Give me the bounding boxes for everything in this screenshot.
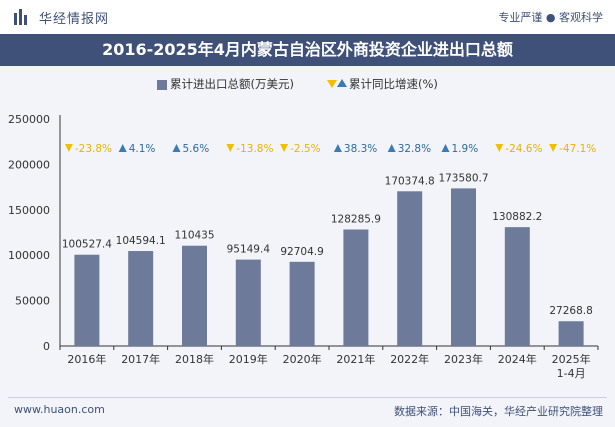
- x-tick-label: 2022年: [390, 352, 429, 366]
- site-name: 华经情报网: [39, 12, 110, 27]
- y-tick-label: 250000: [8, 113, 50, 126]
- bar-value-label: 130882.2: [492, 211, 542, 223]
- bar: [128, 251, 154, 346]
- growth-rate-label: -2.5%: [290, 143, 320, 155]
- growth-rate-label: -24.6%: [505, 143, 542, 155]
- growth-rate-label: 1.9%: [452, 143, 479, 155]
- top-bar: 华经情报网 专业严谨 ● 客观科学: [0, 0, 615, 34]
- bar: [504, 227, 530, 346]
- growth-down-triangle-icon: [549, 144, 558, 152]
- growth-up-triangle-icon: [441, 144, 450, 152]
- bar-value-label: 104594.1: [116, 235, 166, 247]
- x-tick-label: 2021年: [336, 352, 375, 366]
- bar-value-label: 128285.9: [331, 214, 381, 226]
- bar: [343, 229, 369, 346]
- growth-down-triangle-icon: [280, 144, 289, 152]
- bar-value-label: 27268.8: [549, 305, 592, 317]
- growth-rate-label: -47.1%: [559, 143, 596, 155]
- growth-up-triangle-icon: [387, 144, 396, 152]
- footer-source: 数据来源：中国海关，华经产业研究院整理: [394, 405, 603, 418]
- growth-rate-label: -23.8%: [75, 143, 112, 155]
- growth-up-triangle-icon: [118, 144, 127, 152]
- growth-rate-label: 4.1%: [129, 143, 156, 155]
- growth-down-triangle-icon: [495, 144, 504, 152]
- x-tick-label: 2023年: [444, 352, 483, 366]
- y-tick-label: 150000: [8, 204, 50, 217]
- footer-divider: [8, 397, 607, 398]
- growth-up-triangle-icon: [333, 144, 342, 152]
- title-bar: 2016-2025年4月内蒙古自治区外商投资企业进出口总额: [0, 34, 615, 66]
- growth-up-triangle-icon: [172, 144, 181, 152]
- bar: [182, 245, 207, 346]
- bar-value-label: 170374.8: [385, 175, 435, 187]
- growth-rate-label: -13.8%: [236, 143, 273, 155]
- bar-value-label: 173580.7: [438, 172, 488, 184]
- bar-value-label: 110435: [174, 230, 214, 242]
- y-tick-label: 100000: [8, 249, 50, 262]
- footer-url: www.huaon.com: [14, 403, 105, 416]
- legend-growth-label: 累计同比增速(%): [349, 77, 438, 91]
- chart-title: 2016-2025年4月内蒙古自治区外商投资企业进出口总额: [102, 40, 513, 59]
- bar: [235, 259, 261, 346]
- y-tick-label: 200000: [8, 158, 50, 171]
- bar: [451, 188, 476, 346]
- bar-value-label: 95149.4: [227, 244, 271, 256]
- x-tick-label: 2024年: [498, 352, 537, 366]
- tagline: 专业严谨 ● 客观科学: [498, 11, 603, 24]
- logo-icon: [14, 9, 27, 25]
- legend-down-triangle-icon: [327, 80, 337, 88]
- x-tick-label: 2025年 1-4月: [552, 352, 591, 380]
- x-tick-label: 2020年: [283, 352, 322, 366]
- bar-value-label: 100527.4: [62, 239, 112, 251]
- growth-rate-label: 5.6%: [183, 143, 210, 155]
- growth-rate-label: 38.3%: [344, 143, 377, 155]
- x-tick-label: 2016年: [67, 352, 106, 366]
- footer: www.huaon.com 数据来源：中国海关，华经产业研究院整理: [0, 397, 615, 427]
- x-tick-label: 2017年: [121, 352, 160, 366]
- growth-down-triangle-icon: [64, 144, 73, 152]
- bar: [558, 321, 584, 346]
- legend: 累计进出口总额(万美元) 累计同比增速(%): [0, 76, 615, 94]
- x-tick-label: 2018年: [175, 352, 214, 366]
- bar: [397, 191, 423, 346]
- bar-value-label: 92704.9: [280, 246, 323, 258]
- growth-down-triangle-icon: [226, 144, 235, 152]
- legend-bar-label: 累计进出口总额(万美元): [170, 77, 294, 91]
- bar: [289, 261, 315, 346]
- x-tick-label: 2019年: [229, 352, 268, 366]
- legend-up-triangle-icon: [337, 79, 347, 87]
- legend-bar-swatch: [157, 80, 167, 90]
- y-tick-label: 50000: [15, 295, 50, 308]
- y-tick-label: 0: [43, 340, 50, 353]
- bar: [74, 254, 100, 346]
- growth-rate-label: 32.8%: [398, 143, 431, 155]
